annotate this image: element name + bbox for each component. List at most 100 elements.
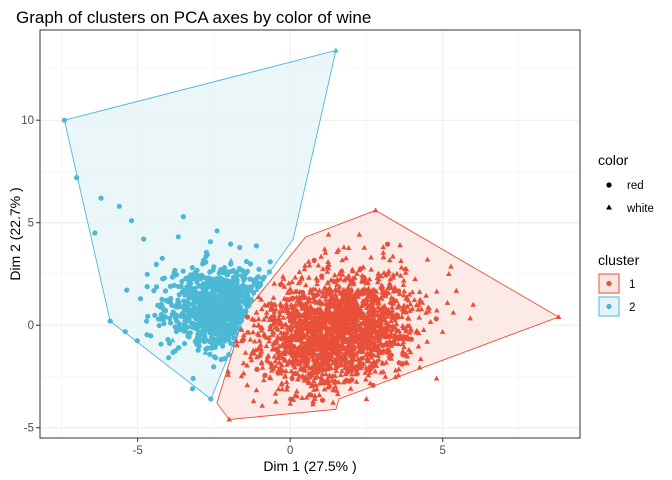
data-point bbox=[378, 369, 384, 375]
data-point bbox=[366, 276, 373, 282]
data-point bbox=[345, 378, 352, 384]
x-axis-title: Dim 1 (27.5% ) bbox=[263, 458, 356, 474]
data-point bbox=[328, 353, 335, 359]
data-point bbox=[336, 271, 343, 277]
data-point bbox=[116, 203, 122, 209]
data-point bbox=[247, 354, 254, 360]
data-point bbox=[354, 270, 360, 276]
data-point bbox=[227, 278, 233, 284]
data-point bbox=[283, 296, 290, 302]
data-point bbox=[366, 311, 372, 317]
data-point bbox=[283, 300, 290, 306]
data-point bbox=[233, 326, 239, 332]
data-point bbox=[335, 298, 341, 304]
data-point bbox=[169, 337, 176, 343]
data-point bbox=[228, 325, 234, 331]
data-point bbox=[373, 288, 380, 294]
data-point bbox=[359, 336, 365, 343]
data-point bbox=[433, 316, 439, 322]
data-point bbox=[320, 337, 327, 343]
data-point bbox=[264, 356, 270, 362]
data-point bbox=[347, 281, 353, 287]
data-point bbox=[233, 273, 239, 279]
data-point bbox=[245, 303, 251, 309]
data-point bbox=[198, 317, 204, 323]
data-point bbox=[247, 261, 254, 267]
data-point bbox=[271, 330, 277, 336]
data-point bbox=[369, 287, 376, 293]
data-point bbox=[303, 294, 309, 300]
data-point bbox=[281, 283, 288, 289]
data-point bbox=[379, 349, 385, 355]
data-point bbox=[107, 318, 113, 324]
data-point bbox=[267, 259, 273, 265]
data-point bbox=[316, 392, 323, 397]
data-point bbox=[385, 323, 392, 329]
data-point bbox=[256, 352, 263, 358]
data-point bbox=[208, 329, 214, 335]
data-point bbox=[312, 370, 319, 376]
data-point bbox=[168, 320, 174, 326]
data-point bbox=[415, 343, 422, 349]
data-point bbox=[289, 375, 295, 381]
data-point bbox=[346, 292, 352, 298]
legend-point-cluster-2 bbox=[606, 303, 612, 310]
data-point bbox=[340, 311, 347, 317]
data-point bbox=[343, 355, 349, 361]
data-point bbox=[284, 306, 290, 312]
data-point bbox=[409, 306, 416, 311]
data-point bbox=[378, 273, 385, 279]
data-point bbox=[189, 276, 196, 282]
data-point bbox=[343, 255, 349, 261]
data-point bbox=[198, 273, 204, 279]
data-point bbox=[307, 286, 314, 292]
data-point bbox=[401, 288, 407, 294]
data-point bbox=[374, 345, 380, 351]
y-tick-label: 5 bbox=[28, 218, 34, 230]
data-point bbox=[285, 310, 291, 315]
data-point bbox=[353, 350, 360, 356]
data-point bbox=[324, 268, 331, 274]
data-point bbox=[308, 304, 314, 310]
data-point bbox=[366, 308, 372, 314]
data-point bbox=[321, 345, 327, 351]
data-point bbox=[423, 309, 429, 315]
data-point bbox=[395, 372, 402, 378]
data-point bbox=[294, 346, 300, 352]
data-point bbox=[242, 308, 248, 314]
data-point bbox=[403, 328, 409, 334]
data-point bbox=[345, 275, 351, 281]
data-point bbox=[448, 263, 454, 269]
data-point bbox=[228, 261, 234, 267]
data-point bbox=[333, 362, 340, 368]
data-point bbox=[184, 307, 190, 313]
data-point bbox=[259, 306, 265, 312]
data-point bbox=[380, 249, 386, 255]
data-point bbox=[244, 314, 251, 320]
data-point bbox=[277, 308, 283, 314]
data-point bbox=[379, 359, 386, 365]
x-tick-label: -5 bbox=[133, 445, 143, 457]
data-point bbox=[395, 288, 402, 294]
data-point bbox=[240, 360, 247, 366]
legend-triangle-icon bbox=[606, 204, 612, 210]
data-point bbox=[371, 307, 378, 313]
data-point bbox=[323, 296, 329, 302]
data-point bbox=[181, 340, 188, 347]
data-point bbox=[420, 327, 427, 332]
data-point bbox=[171, 282, 177, 288]
data-point bbox=[307, 374, 313, 380]
data-point bbox=[308, 364, 315, 370]
data-point bbox=[237, 244, 243, 251]
data-point bbox=[374, 343, 381, 349]
data-point bbox=[173, 328, 179, 335]
data-point bbox=[278, 304, 285, 310]
data-point bbox=[306, 312, 313, 318]
data-point bbox=[270, 294, 277, 300]
data-point bbox=[404, 303, 410, 309]
data-point bbox=[319, 309, 325, 315]
data-point bbox=[388, 342, 395, 348]
data-point bbox=[342, 338, 348, 344]
data-point bbox=[374, 320, 380, 325]
data-point bbox=[373, 362, 380, 368]
